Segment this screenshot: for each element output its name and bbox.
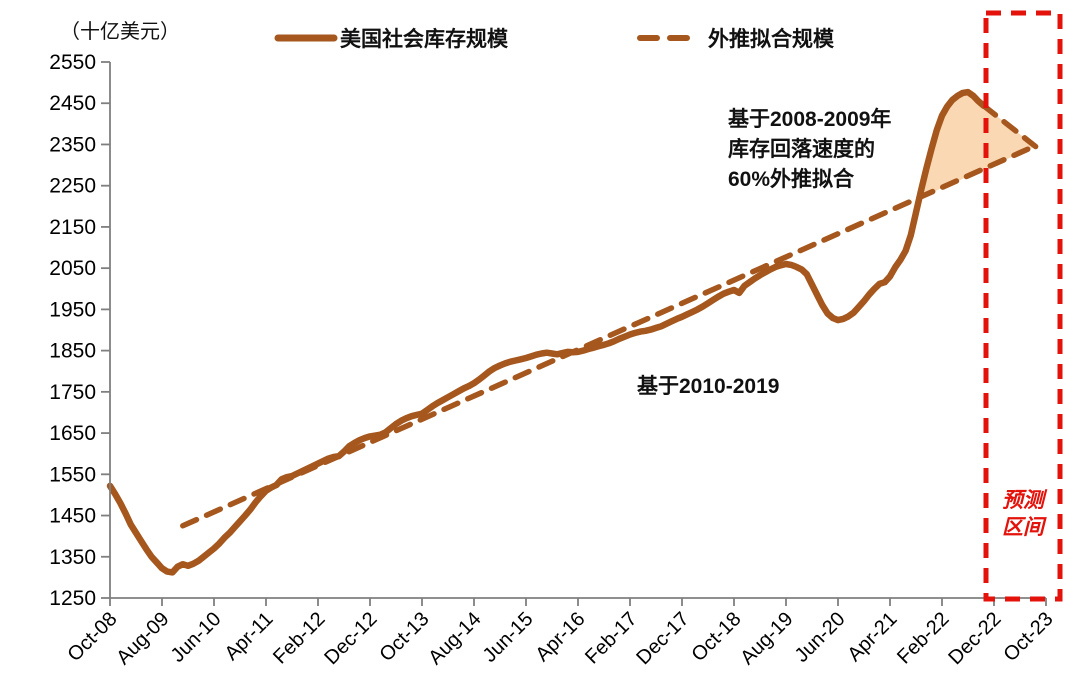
x-tick-label: Dec-22 [944,608,1005,669]
x-tick-label: Feb-17 [581,608,641,668]
x-tick-label: Dec-12 [320,608,381,669]
x-tick-label: Oct-13 [376,608,434,666]
forecast-region-label: 预测 区间 [1002,489,1048,539]
x-tick-label: Aug-19 [736,608,797,669]
x-tick-label: Aug-09 [112,608,173,669]
x-tick-label: Apr-11 [221,608,278,665]
x-tick-label: Feb-12 [269,608,329,668]
y-tick-label: 1650 [49,422,96,445]
x-tick-label: Apr-21 [844,608,902,666]
extrapolation-note-line1: 基于2008-2009年 [728,107,891,131]
y-tick-label: 2550 [49,51,96,74]
extrapolation-note-line2: 库存回落速度的 [728,137,875,161]
y-tick-label: 2450 [49,92,96,115]
y-tick-label: 1850 [49,340,96,363]
y-tick-label: 1350 [49,546,96,569]
decline-extrapolation-dashed-line [980,102,1039,150]
x-tick-label: Oct-08 [64,608,122,666]
forecast-label-line2: 区间 [1002,516,1047,539]
legend-series2-label: 外推拟合规模 [708,27,835,51]
x-tick-label: Apr-16 [532,608,590,666]
y-tick-label: 1450 [49,505,96,528]
forecast-region-box [983,10,1063,602]
x-tick-label: Dec-17 [632,608,693,669]
y-tick-label: 2250 [49,175,96,198]
x-tick-label: Jun-10 [167,608,226,667]
y-tick-label: 1550 [49,463,96,486]
extrapolation-shaded-area [919,92,1036,199]
legend-series1-label: 美国社会库存规模 [340,27,509,51]
x-tick-label: Jun-20 [791,608,850,667]
x-tick-label: Aug-14 [424,608,485,669]
axes [109,62,1046,599]
x-tick-label: Feb-22 [893,608,953,668]
y-axis-ticks: 1250 1350 1450 1550 1650 1750 1850 1950 2050 2150… [49,51,110,610]
x-tick-label: Oct-18 [688,608,746,666]
trend-note: 基于2010-2019 [637,375,779,398]
x-tick-label: Jun-15 [479,608,538,667]
y-tick-label: 1250 [49,587,96,610]
forecast-label-line1: 预测 [1002,489,1048,512]
us-inventory-line [106,88,987,576]
y-tick-label: 1950 [49,298,96,321]
extrapolation-note-line3: 60%外推拟合 [728,167,855,191]
extrapolation-note: 基于2008-2009年 库存回落速度的 60%外推拟合 [728,107,891,191]
y-tick-label: 1750 [49,381,96,404]
x-tick-label: Oct-23 [1000,608,1058,666]
x-axis-ticks: Oct-08Aug-09Jun-10Apr-11Feb-12Dec-12Oct-… [64,598,1058,669]
legend: 美国社会库存规模 外推拟合规模 [274,27,835,51]
y-tick-label: 2050 [49,257,96,280]
y-tick-label: 2150 [49,216,96,239]
y-tick-label: 2350 [49,133,96,156]
y-axis-unit-label: （十亿美元） [60,20,180,43]
